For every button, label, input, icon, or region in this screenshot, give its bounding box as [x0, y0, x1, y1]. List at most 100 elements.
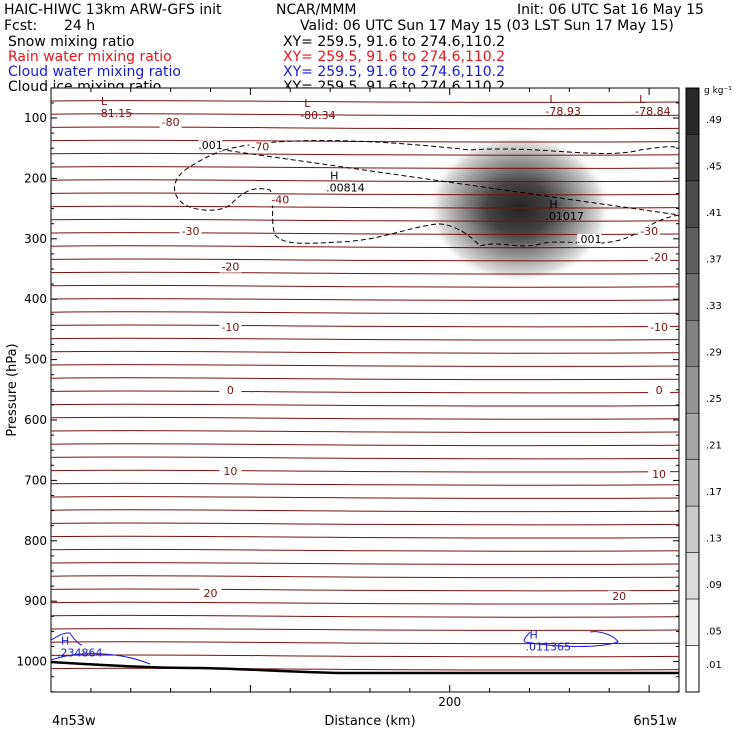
temperature-contour	[51, 179, 679, 183]
temperature-contour-label: 0	[227, 384, 234, 397]
temperature-contour-label: -70	[251, 140, 269, 153]
temperature-contour	[51, 232, 679, 235]
colorbar-segment	[685, 598, 700, 646]
temperature-contour	[51, 509, 679, 513]
temperature-contour	[51, 548, 679, 552]
temperature-contour-label: 20	[612, 590, 626, 603]
contour-label-bg	[648, 251, 671, 263]
y-tick-label: 500	[24, 353, 47, 367]
temperature-contour	[51, 324, 679, 328]
temperature-contour-label: -40	[271, 194, 289, 207]
contour-label-bg	[608, 590, 631, 602]
colorbar-label: .25	[706, 394, 722, 405]
temperature-contour	[51, 100, 679, 103]
colorbar-label: .45	[706, 162, 722, 173]
colorbar-label: .33	[706, 301, 722, 312]
temperature-contour	[51, 443, 679, 447]
x-tick-label: 200	[438, 695, 461, 709]
extremum-value: -78.93	[545, 105, 580, 118]
extremum-value: .01017	[545, 210, 584, 223]
temperature-contour	[51, 430, 679, 433]
temperature-contour	[51, 588, 679, 592]
colorbar-segment	[685, 412, 700, 460]
temperature-contour	[51, 271, 679, 275]
colorbar-segment	[685, 180, 700, 228]
x-axis-title: Distance (km)	[324, 714, 415, 729]
colorbar-segment	[685, 459, 700, 507]
temperature-contour	[51, 469, 679, 473]
cloud-water-contour	[523, 631, 619, 647]
temperature-contour	[51, 258, 679, 262]
org-label: NCAR/MMM	[276, 2, 357, 18]
contour-label-bg	[219, 261, 242, 273]
colorbar-label: .09	[706, 580, 722, 591]
field-name-rain: Rain water mixing ratio	[8, 49, 172, 65]
colorbar-frame	[685, 87, 700, 693]
colorbar-label: .17	[706, 487, 722, 498]
y-axis-title: Pressure (hPa)	[5, 343, 20, 436]
temperature-contour	[51, 641, 679, 645]
temperature-contour	[51, 482, 679, 486]
temperature-contour-label: 10	[223, 465, 237, 478]
contour-label-bg	[648, 468, 671, 480]
right-endpoint-label: 6n51w	[633, 714, 677, 729]
temperature-contour	[51, 205, 679, 209]
valid-time: Valid: 06 UTC Sun 17 May 15 (03 LST Sun …	[300, 18, 674, 34]
temperature-contour-label: -30	[182, 225, 200, 238]
extremum-marker: L	[549, 93, 556, 106]
temperature-contour	[51, 377, 679, 381]
colorbar-label: .05	[706, 626, 722, 637]
colorbar-unit: g kg⁻¹	[704, 86, 732, 96]
extremum-marker: H	[61, 635, 69, 648]
colorbar-segment	[685, 134, 700, 182]
y-tick-label: 100	[24, 111, 47, 125]
contour-label-bg	[648, 322, 671, 334]
temperature-contour	[51, 113, 679, 117]
field-xy-rain: XY= 259.5, 91.6 to 274.6,110.2	[283, 49, 506, 65]
contour-label-bg	[159, 117, 182, 129]
colorbar-segment	[685, 552, 700, 600]
temperature-contour	[51, 456, 679, 460]
extremum-marker: L	[304, 97, 311, 110]
extremum-value: .234864	[57, 647, 103, 660]
temperature-contour	[51, 218, 679, 222]
field-xy-snow: XY= 259.5, 91.6 to 274.6,110.2	[283, 34, 506, 50]
cloud-water-contour	[51, 653, 151, 665]
contour-label-bg	[219, 322, 242, 334]
contour-label-bg	[219, 465, 242, 477]
y-tick-label: 1000	[16, 655, 47, 669]
y-tick-label: 900	[24, 594, 47, 608]
forecast-label: Fcst:	[4, 18, 38, 34]
y-tick-label: 600	[24, 413, 47, 427]
y-tick-label: 400	[24, 292, 47, 306]
ice-contour-label: .001	[577, 233, 602, 246]
cloud-water-contour	[51, 632, 83, 646]
model-title: HAIC-HIWC 13km ARW-GFS init	[4, 2, 222, 18]
temperature-contour-label: -20	[221, 261, 239, 274]
temperature-contour	[51, 192, 679, 196]
temperature-contour-label: 20	[203, 587, 217, 600]
temperature-contour	[51, 496, 679, 499]
snow-mixing-ratio-maximum	[427, 133, 612, 284]
contour-label-bg	[638, 225, 661, 237]
temperature-contour	[51, 126, 679, 130]
field-xy-cloud-water: XY= 259.5, 91.6 to 274.6,110.2	[283, 64, 506, 80]
contour-label-bg	[249, 141, 272, 153]
contour-label-bg	[219, 384, 242, 396]
temperature-contour	[51, 245, 679, 249]
temperature-contour	[51, 403, 679, 407]
colorbar-label: .21	[706, 440, 722, 451]
temperature-contour	[51, 364, 679, 367]
temperature-contour	[51, 667, 679, 671]
temperature-contour	[51, 416, 679, 420]
temperature-contour-label: -20	[650, 251, 668, 264]
colorbar-segment	[685, 645, 700, 693]
colorbar-segment	[685, 273, 700, 321]
temperature-contour	[51, 562, 679, 565]
colorbar-segment	[685, 320, 700, 368]
extremum-marker: L	[639, 93, 646, 106]
temperature-contour-label: -30	[640, 225, 658, 238]
extremum-value: .00814	[326, 181, 365, 194]
contour-label-bg	[648, 384, 671, 396]
